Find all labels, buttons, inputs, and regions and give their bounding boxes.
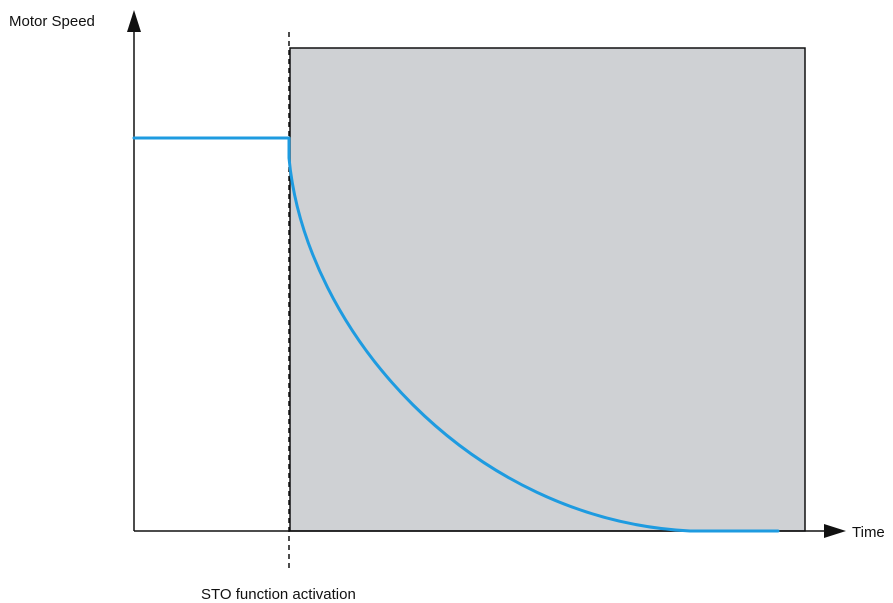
y-axis-label: Motor Speed xyxy=(9,13,95,30)
sto-shaded-region xyxy=(289,47,806,532)
x-axis-arrow-icon xyxy=(824,524,846,538)
y-axis-arrow-icon xyxy=(127,10,141,32)
motor-speed-curve xyxy=(132,136,780,533)
sto-activation-label: STO function activation xyxy=(201,586,356,603)
x-axis-label: Time xyxy=(852,524,885,541)
